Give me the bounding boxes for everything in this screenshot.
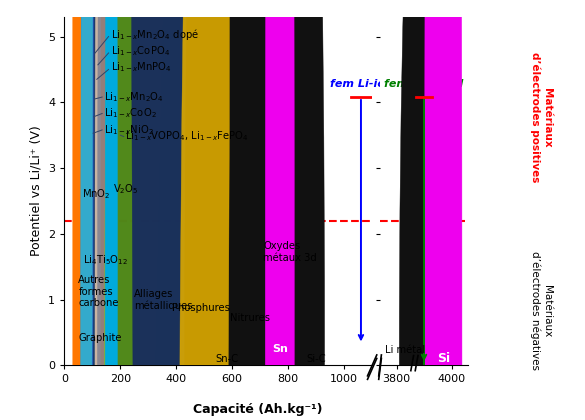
Ellipse shape [112,0,201,420]
Text: Si: Si [437,352,450,365]
Ellipse shape [265,0,294,420]
Y-axis label: Potentiel vs Li/Li⁺ (V): Potentiel vs Li/Li⁺ (V) [30,126,43,257]
Text: Li métal: Li métal [385,345,425,354]
Ellipse shape [425,0,462,420]
Text: Nitrures: Nitrures [230,313,270,323]
Ellipse shape [400,0,429,420]
Text: Sn-C: Sn-C [215,354,238,364]
Text: Matériaux
d’électrodes positives: Matériaux d’électrodes positives [530,52,552,183]
Ellipse shape [84,0,101,420]
Text: MnO$_2$: MnO$_2$ [82,187,111,201]
Ellipse shape [179,0,229,420]
Text: fem Li-ion: fem Li-ion [329,79,393,89]
Ellipse shape [73,0,106,420]
Ellipse shape [75,0,140,420]
Text: Li$_{1-x}$VOPO$_4$, Li$_{1-x}$FePO$_4$: Li$_{1-x}$VOPO$_4$, Li$_{1-x}$FePO$_4$ [125,130,248,143]
Text: Graphite: Graphite [78,333,122,343]
Text: Li$_{1-x}$Mn$_2$O$_4$ dopé: Li$_{1-x}$Mn$_2$O$_4$ dopé [111,27,198,42]
Ellipse shape [132,0,204,420]
Text: Alliages
métalliques: Alliages métalliques [134,289,192,311]
Text: Phosphures: Phosphures [172,302,230,312]
Text: Capacité (Ah.kg⁻¹): Capacité (Ah.kg⁻¹) [192,403,322,416]
Text: Li$_{1-x}$CoPO$_4$: Li$_{1-x}$CoPO$_4$ [111,44,170,58]
Text: Li$_{1-x}$NiO$_2$: Li$_{1-x}$NiO$_2$ [104,123,154,137]
Text: V$_2$O$_5$: V$_2$O$_5$ [113,182,139,196]
Text: Oxydes
métaux 3d: Oxydes métaux 3d [263,241,316,263]
Ellipse shape [139,0,230,420]
Text: Sn: Sn [272,344,288,354]
Ellipse shape [185,0,325,420]
Ellipse shape [213,0,308,420]
Ellipse shape [81,0,94,420]
Ellipse shape [105,0,118,420]
Text: Matériaux
d’électrodes négatives: Matériaux d’électrodes négatives [530,251,552,370]
Text: Si-C: Si-C [307,354,326,364]
Text: fem Li-métal: fem Li-métal [384,79,464,89]
Text: Li$_{1-x}$MnPO$_4$: Li$_{1-x}$MnPO$_4$ [111,60,171,74]
Ellipse shape [224,0,314,420]
Text: Li$_{1-x}$Mn$_2$O$_4$: Li$_{1-x}$Mn$_2$O$_4$ [104,90,164,104]
Text: Li$_{1-x}$CoO$_2$: Li$_{1-x}$CoO$_2$ [104,107,157,121]
Ellipse shape [97,0,115,420]
Text: Li$_4$Ti$_5$O$_{12}$: Li$_4$Ti$_5$O$_{12}$ [82,253,128,267]
Text: Autres
formes
carbone: Autres formes carbone [78,275,119,308]
Ellipse shape [104,0,221,420]
Ellipse shape [81,0,95,420]
Ellipse shape [81,0,93,420]
Ellipse shape [214,0,295,420]
